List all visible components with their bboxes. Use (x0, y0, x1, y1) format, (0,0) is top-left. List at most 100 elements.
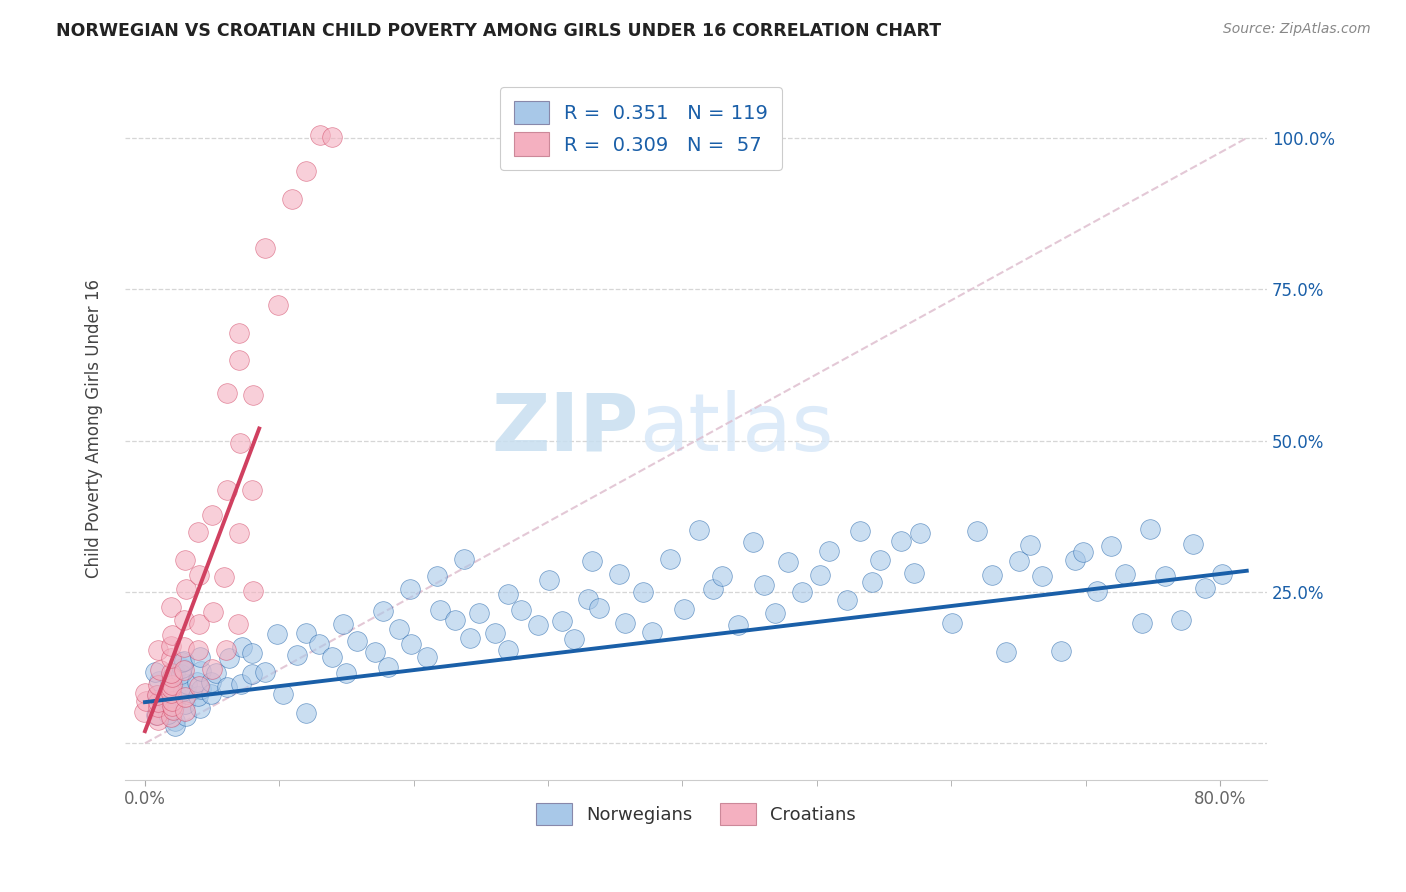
Y-axis label: Child Poverty Among Girls Under 16: Child Poverty Among Girls Under 16 (86, 279, 103, 578)
Point (165, 698, 187, 712)
Point (1154, 569, 1177, 583)
Point (228, 353, 250, 368)
Point (242, 584, 264, 599)
Point (966, 524, 988, 539)
Point (148, 678, 170, 692)
Point (215, 483, 238, 498)
Point (165, 714, 187, 729)
Point (145, 708, 167, 723)
Point (160, 686, 183, 700)
Point (458, 631, 481, 645)
Point (810, 568, 832, 582)
Point (702, 582, 724, 596)
Point (903, 566, 925, 580)
Point (159, 675, 181, 690)
Text: ZIP: ZIP (492, 390, 638, 467)
Point (148, 673, 170, 688)
Point (266, 626, 288, 640)
Point (484, 625, 506, 640)
Point (849, 524, 872, 538)
Point (294, 706, 316, 720)
Point (631, 584, 654, 599)
Point (135, 694, 157, 708)
Point (1064, 553, 1087, 567)
Point (426, 569, 449, 583)
Point (837, 593, 859, 607)
Point (200, 687, 222, 701)
Point (146, 714, 169, 728)
Point (364, 645, 387, 659)
Point (332, 616, 354, 631)
Point (346, 633, 368, 648)
Point (157, 696, 180, 710)
Point (188, 567, 211, 582)
Point (188, 679, 211, 693)
Point (132, 705, 155, 719)
Point (187, 525, 209, 540)
Point (163, 719, 186, 733)
Text: atlas: atlas (638, 390, 834, 467)
Point (146, 708, 169, 723)
Point (672, 602, 695, 616)
Point (429, 603, 451, 617)
Point (416, 650, 439, 665)
Point (1050, 644, 1073, 658)
Point (240, 666, 263, 681)
Point (1008, 553, 1031, 567)
Point (172, 655, 194, 669)
Point (162, 703, 184, 717)
Point (200, 674, 222, 689)
Point (176, 687, 198, 701)
Point (509, 602, 531, 616)
Point (994, 645, 1017, 659)
Point (1019, 538, 1042, 552)
Point (285, 648, 308, 663)
Point (321, 650, 343, 665)
Point (1085, 584, 1108, 599)
Point (321, 130, 343, 145)
Point (659, 551, 682, 566)
Point (468, 606, 491, 620)
Point (172, 684, 194, 698)
Point (229, 436, 252, 450)
Point (174, 709, 197, 723)
Point (160, 702, 183, 716)
Point (388, 623, 411, 637)
Point (1139, 523, 1161, 537)
Point (162, 669, 184, 683)
Point (173, 663, 195, 677)
Point (581, 554, 603, 568)
Point (727, 618, 749, 632)
Point (148, 696, 170, 710)
Point (160, 681, 183, 695)
Point (165, 687, 187, 701)
Point (146, 699, 169, 714)
Point (160, 694, 183, 708)
Point (1114, 566, 1136, 581)
Point (790, 585, 813, 599)
Point (188, 701, 211, 715)
Point (160, 678, 183, 692)
Point (174, 697, 197, 711)
Point (860, 574, 883, 589)
Point (176, 677, 198, 691)
Point (267, 298, 290, 312)
Point (160, 709, 183, 723)
Point (551, 615, 574, 629)
Point (173, 552, 195, 566)
Point (218, 650, 240, 665)
Point (187, 690, 209, 704)
Point (148, 663, 170, 677)
Point (752, 578, 775, 592)
Point (1170, 613, 1192, 627)
Point (143, 665, 166, 680)
Point (165, 666, 187, 681)
Point (335, 665, 357, 680)
Point (1211, 567, 1233, 582)
Point (134, 686, 156, 700)
Text: NORWEGIAN VS CROATIAN CHILD POVERTY AMONG GIRLS UNDER 16 CORRELATION CHART: NORWEGIAN VS CROATIAN CHILD POVERTY AMON… (56, 22, 942, 40)
Point (614, 615, 637, 630)
Point (371, 604, 394, 618)
Point (214, 569, 236, 583)
Point (188, 617, 211, 632)
